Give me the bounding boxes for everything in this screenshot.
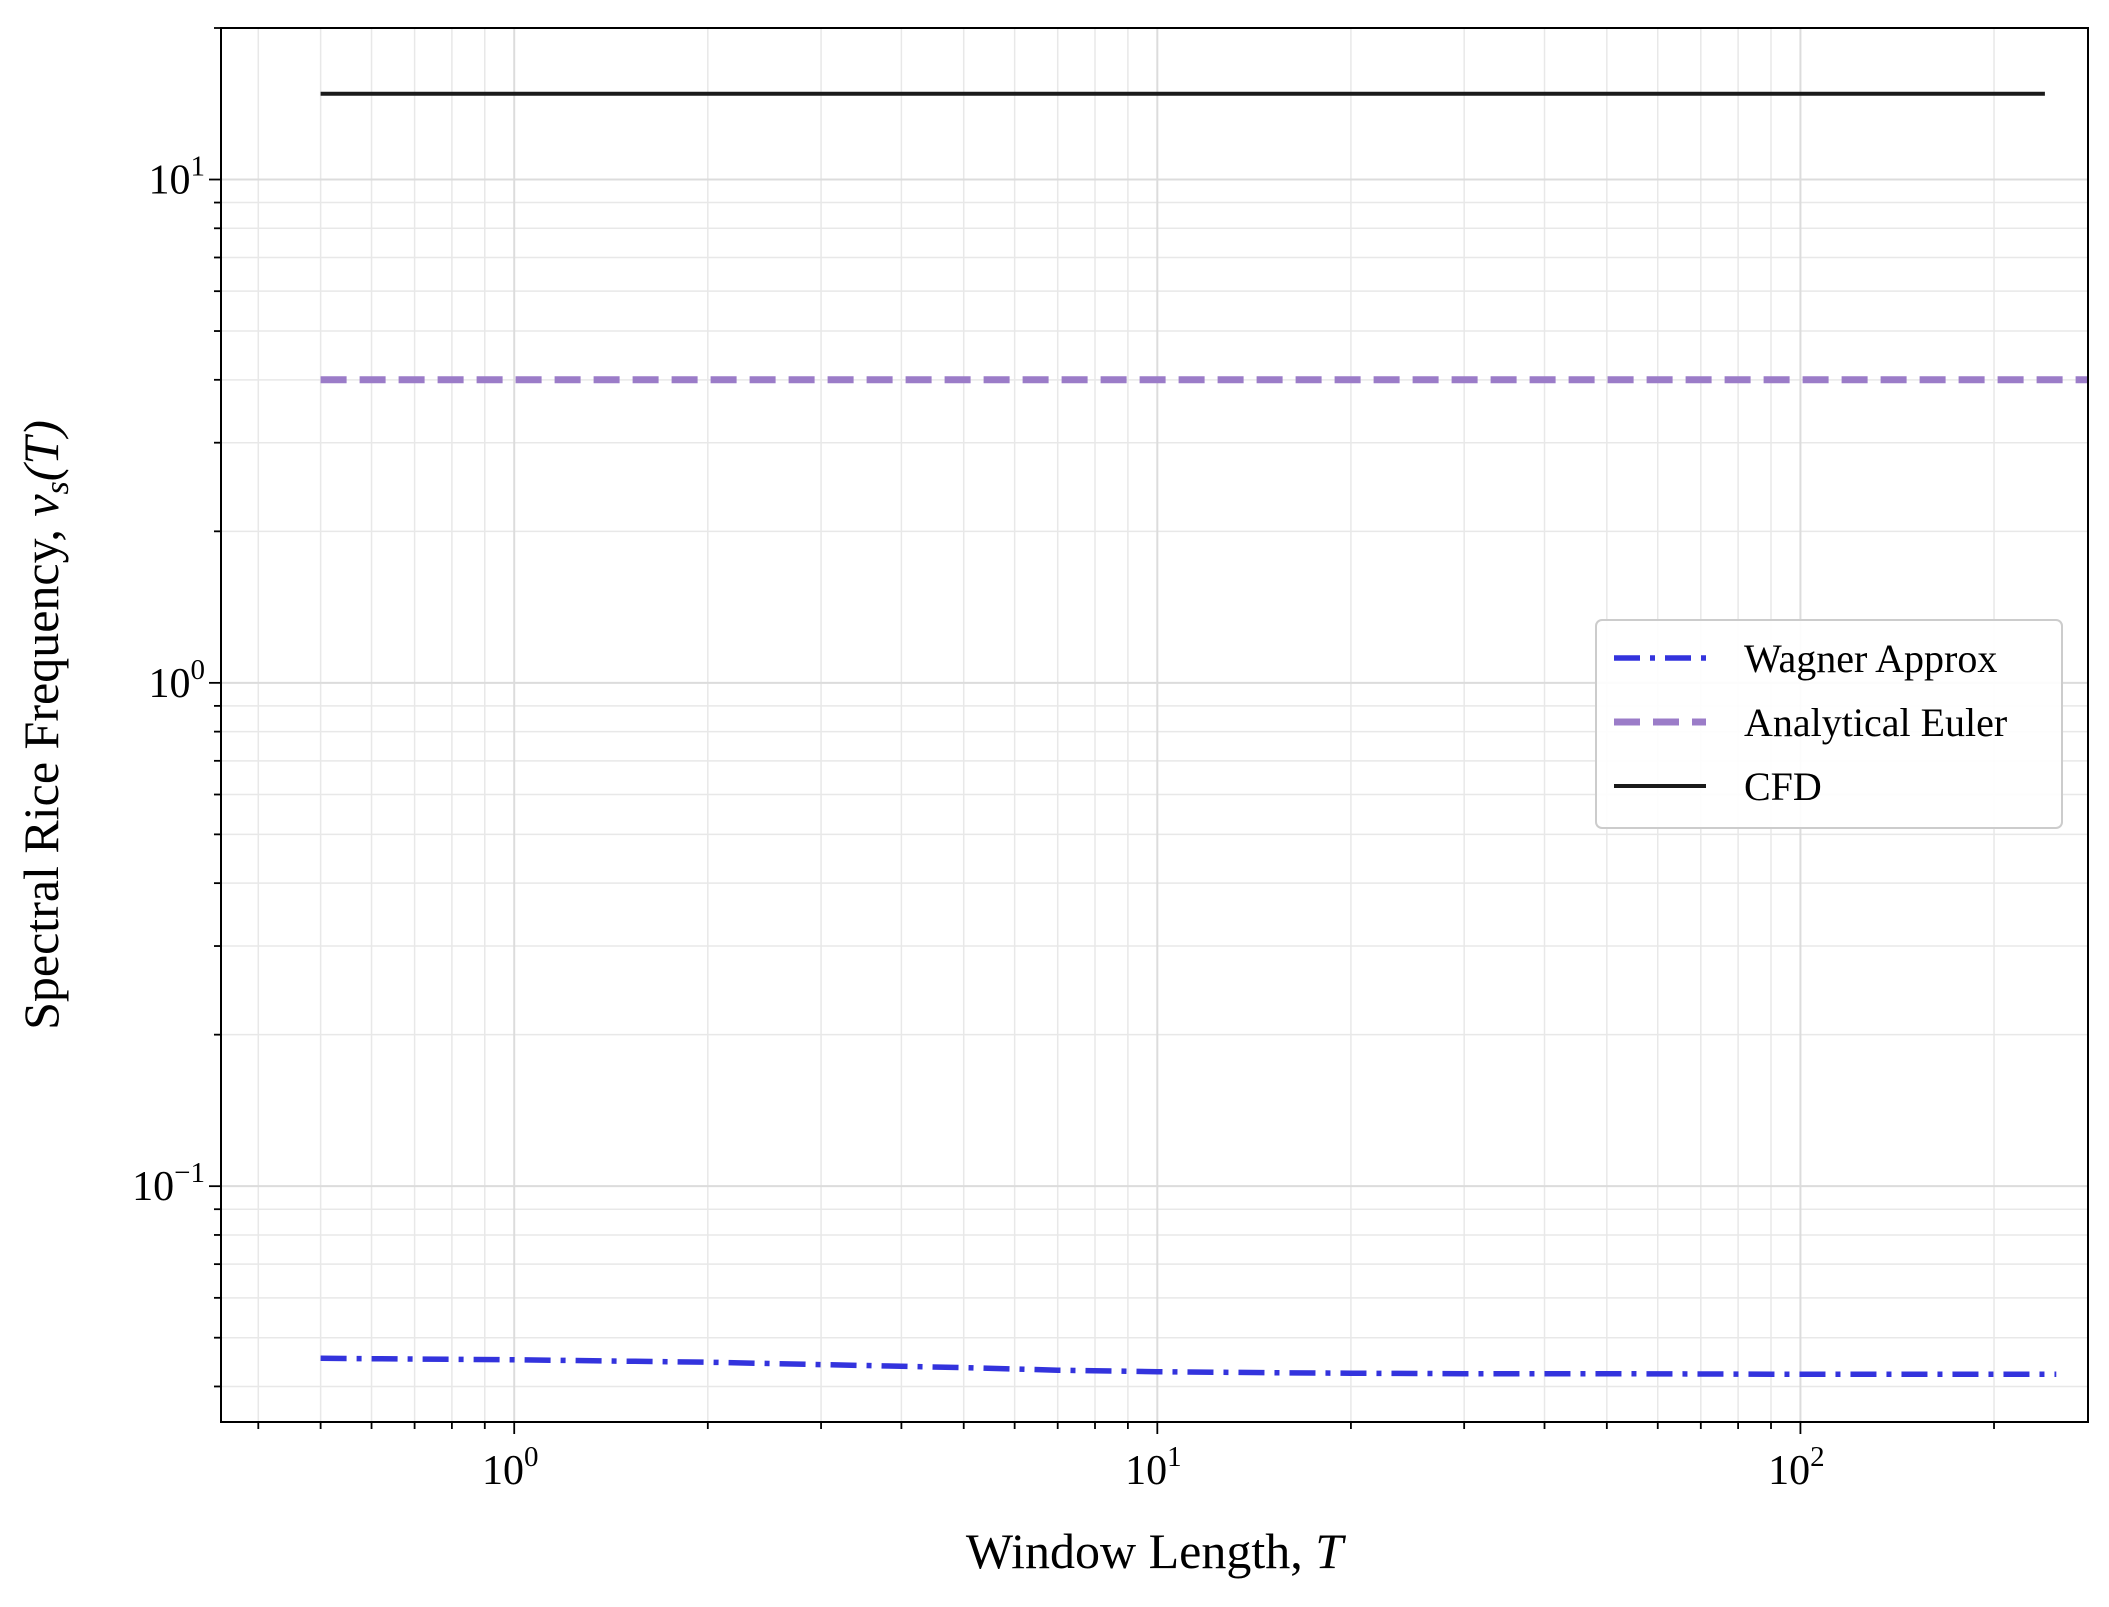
y-tick-label-exponent: 1 xyxy=(191,151,206,183)
series-line-1 xyxy=(320,1355,2057,1378)
y-tick-label: 100 xyxy=(149,654,206,707)
y-tick-label-mantissa: 10 xyxy=(149,158,191,204)
ticks-layer xyxy=(209,27,1995,1434)
y-tick-label: 10−1 xyxy=(132,1157,205,1210)
y-tick-label-exponent: −1 xyxy=(174,1157,205,1189)
y-axis-label-subscript: s xyxy=(39,481,76,494)
legend-box xyxy=(1595,619,2063,829)
series-layer xyxy=(320,91,2088,1378)
x-tick-label-exponent: 1 xyxy=(1167,1441,1182,1473)
legend-label: CFD xyxy=(1744,764,1822,809)
x-tick-label: 101 xyxy=(1125,1441,1182,1494)
x-tick-label-exponent: 0 xyxy=(524,1441,539,1473)
x-tick-label-mantissa: 10 xyxy=(482,1448,524,1494)
y-axis-label-symbol: ν xyxy=(13,494,69,517)
x-tick-label: 100 xyxy=(482,1441,539,1494)
legend-label: Wagner Approx xyxy=(1744,636,1997,681)
plot-frame xyxy=(220,27,2089,1423)
legend-label: Analytical Euler xyxy=(1744,700,2007,745)
y-tick-label-mantissa: 10 xyxy=(149,661,191,707)
x-axis-label-text: Window Length, xyxy=(966,1523,1315,1579)
y-axis-label-text: Spectral Rice Frequency, xyxy=(13,517,69,1030)
x-tick-label-mantissa: 10 xyxy=(1768,1448,1810,1494)
legend: Wagner Approx Analytical Euler CFD xyxy=(1595,619,2063,829)
x-axis-label-variable: T xyxy=(1315,1523,1346,1579)
x-axis-label: Window Length, T xyxy=(966,1523,1346,1579)
y-axis-label: Spectral Rice Frequency, νs(T) xyxy=(13,420,76,1030)
y-tick-label-exponent: 0 xyxy=(191,654,206,686)
y-axis-label-argument: (T) xyxy=(13,420,69,481)
y-tick-label: 101 xyxy=(149,151,206,204)
x-tick-label-exponent: 2 xyxy=(1810,1441,1825,1473)
y-tick-label-mantissa: 10 xyxy=(132,1164,174,1210)
x-tick-label: 102 xyxy=(1768,1441,1825,1494)
x-tick-label-mantissa: 10 xyxy=(1125,1448,1167,1494)
